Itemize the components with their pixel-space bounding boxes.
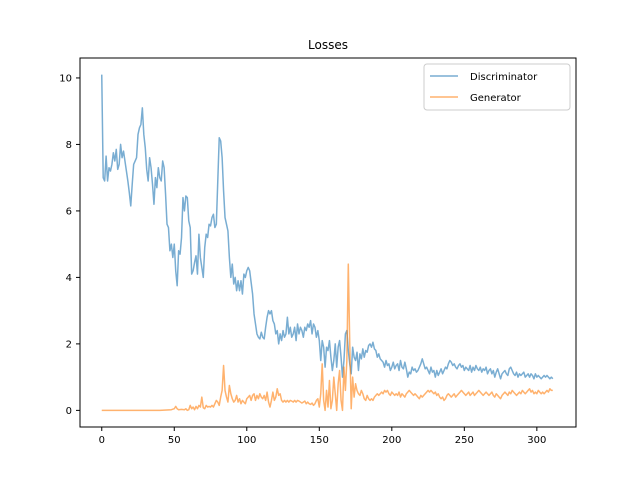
- legend-label-discriminator: Discriminator: [470, 72, 538, 83]
- y-tick-label: 10: [59, 73, 72, 84]
- x-tick-label: 100: [237, 435, 256, 446]
- chart-title: Losses: [308, 38, 348, 52]
- y-tick-label: 2: [66, 339, 72, 350]
- y-axis: 0 2 4 6 8 10: [59, 73, 80, 417]
- y-tick-label: 6: [66, 206, 72, 217]
- x-tick-label: 0: [99, 435, 105, 446]
- x-tick-label: 50: [168, 435, 181, 446]
- y-tick-label: 8: [66, 140, 72, 151]
- x-tick-label: 200: [382, 435, 401, 446]
- legend: Discriminator Generator: [423, 63, 571, 111]
- series-layer: [101, 74, 554, 412]
- y-tick-label: 0: [66, 406, 72, 417]
- x-tick-label: 250: [455, 435, 474, 446]
- axes-frame: [79, 57, 577, 428]
- x-tick-label: 150: [310, 435, 329, 446]
- x-axis: 0 50 100 150 200 250 300: [99, 427, 546, 446]
- legend-label-generator: Generator: [470, 93, 522, 104]
- series-line-generator: [101, 263, 553, 412]
- y-tick-label: 4: [66, 273, 72, 284]
- series-line-discriminator: [101, 74, 554, 380]
- legend-box: [423, 63, 571, 111]
- x-tick-label: 300: [527, 435, 546, 446]
